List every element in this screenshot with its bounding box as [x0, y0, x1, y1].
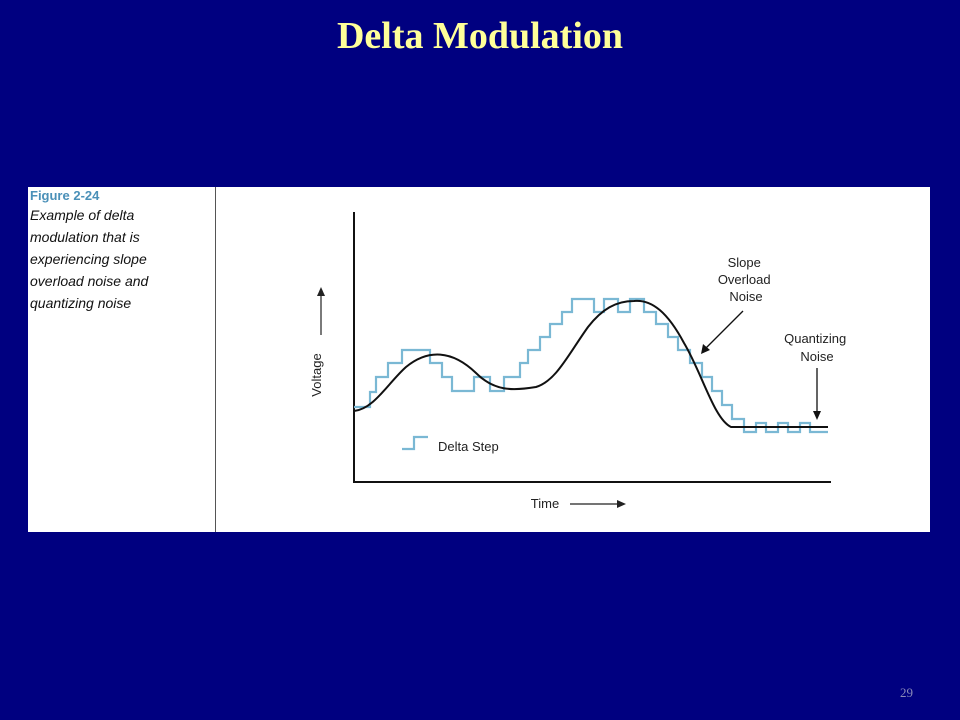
- quantizing-noise-arrowhead: [813, 411, 821, 420]
- caption-line: modulation that is: [30, 229, 140, 245]
- figure-caption: Figure 2-24 Example of delta modulation …: [28, 187, 216, 532]
- x-axis-label: Time: [531, 496, 559, 511]
- delta-modulation-diagram: Voltage Time Delta Step Slope Overload N…: [309, 212, 850, 511]
- caption-line: quantizing noise: [30, 295, 132, 311]
- delta-step-signal: [354, 297, 828, 434]
- caption-line: Example of delta: [30, 207, 135, 223]
- caption-line: overload noise and: [30, 273, 149, 289]
- y-axis-label: Voltage: [309, 353, 324, 396]
- slope-overload-arrow: [703, 310, 744, 351]
- legend-step-symbol: [402, 435, 428, 451]
- figure-panel: Figure 2-24 Example of delta modulation …: [28, 187, 930, 532]
- slope-overload-arrowhead: [701, 344, 710, 354]
- figure-label: Figure 2-24: [30, 188, 100, 203]
- quantizing-noise-label: Quantizing Noise: [784, 331, 850, 364]
- analog-signal-curve: [353, 299, 828, 428]
- slope-overload-label: Slope Overload Noise: [718, 255, 774, 304]
- caption-line: experiencing slope: [30, 251, 147, 267]
- slide-title: Delta Modulation: [336, 15, 624, 57]
- x-axis-arrowhead: [617, 500, 626, 508]
- legend-label: Delta Step: [438, 439, 499, 454]
- y-axis-arrowhead: [317, 287, 325, 296]
- slide-number: 29: [900, 685, 913, 700]
- caption-text: Example of delta modulation that is expe…: [30, 204, 215, 314]
